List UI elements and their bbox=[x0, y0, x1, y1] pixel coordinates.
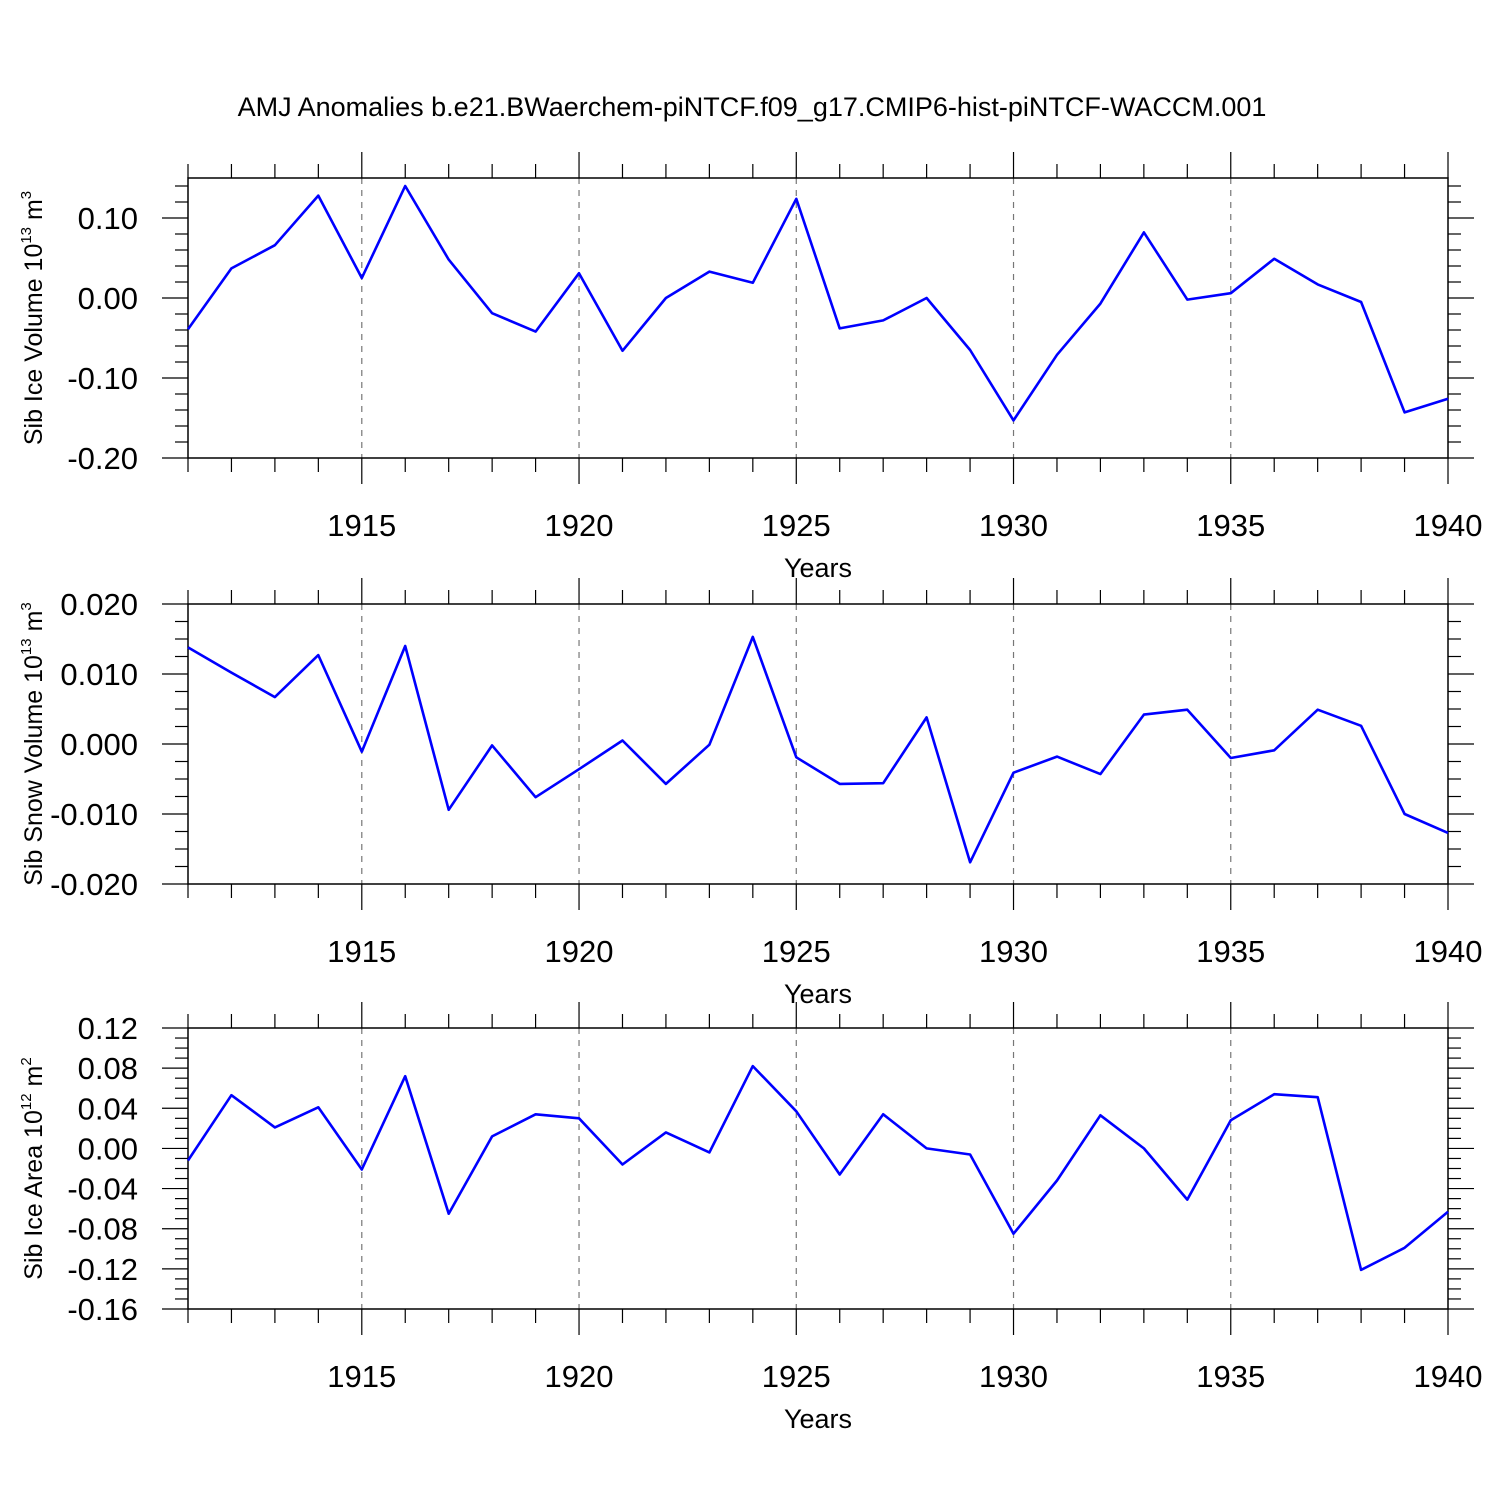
series-line bbox=[186, 1064, 1449, 1272]
y-tick-label: 0.010 bbox=[60, 657, 138, 692]
x-tick-label: 1920 bbox=[545, 934, 614, 969]
y-tick-label: -0.020 bbox=[50, 867, 138, 902]
x-tick-label: 1920 bbox=[545, 508, 614, 543]
panel-2: 1915 1920 1925 1930 1935 1940 Years 0.020 0.010 0… bbox=[18, 578, 1482, 1009]
y-tick-label: 0.000 bbox=[60, 727, 138, 762]
plot-frame bbox=[187, 177, 1449, 459]
x-tick-label: 1925 bbox=[762, 508, 831, 543]
x-tick-label: 1925 bbox=[762, 1359, 831, 1394]
y-tick-label: -0.12 bbox=[67, 1252, 138, 1287]
x-tick-label: 1930 bbox=[979, 1359, 1048, 1394]
y-tick-label: -0.16 bbox=[67, 1292, 138, 1327]
series-line bbox=[186, 184, 1449, 422]
x-tick-label: 1930 bbox=[979, 508, 1048, 543]
plot-frame bbox=[187, 603, 1449, 885]
y-tick-label: 0.020 bbox=[60, 587, 138, 622]
y-axis-label: Sib Snow Volume 1013 m3 bbox=[18, 602, 48, 886]
y-tick-label: -0.20 bbox=[67, 441, 138, 476]
x-tick-label: 1915 bbox=[327, 934, 396, 969]
y-tick-label: -0.010 bbox=[50, 797, 138, 832]
chart-title: AMJ Anomalies b.e21.BWaerchem-piNTCF.f09… bbox=[238, 92, 1267, 122]
x-tick-label: 1915 bbox=[327, 1359, 396, 1394]
y-tick-label: 0.00 bbox=[78, 281, 138, 316]
x-tick-label: 1935 bbox=[1196, 508, 1265, 543]
x-axis-label: Years bbox=[784, 979, 852, 1009]
y-tick-label: 0.08 bbox=[78, 1051, 138, 1086]
x-tick-label: 1930 bbox=[979, 934, 1048, 969]
y-axis-label: Sib Ice Volume 1013 m3 bbox=[18, 191, 48, 445]
y-tick-label: 0.00 bbox=[78, 1131, 138, 1166]
x-tick-label: 1935 bbox=[1196, 1359, 1265, 1394]
y-tick-label: 0.12 bbox=[78, 1011, 138, 1046]
y-tick-label: 0.04 bbox=[78, 1091, 138, 1126]
x-axis-label: Years bbox=[784, 553, 852, 583]
x-tick-label: 1920 bbox=[545, 1359, 614, 1394]
x-axis-label: Years bbox=[784, 1404, 852, 1434]
series-line bbox=[187, 635, 1449, 864]
plot-frame bbox=[187, 1027, 1449, 1310]
panel-3: 1915 1920 1925 1930 1935 1940 Years 0.12 0.08 0.0… bbox=[18, 1002, 1482, 1434]
x-tick-label: 1940 bbox=[1414, 934, 1483, 969]
y-tick-label: 0.10 bbox=[78, 201, 138, 236]
x-tick-label: 1940 bbox=[1414, 508, 1483, 543]
y-tick-label: -0.08 bbox=[67, 1212, 138, 1247]
x-tick-label: 1915 bbox=[327, 508, 396, 543]
x-tick-label: 1925 bbox=[762, 934, 831, 969]
x-tick-label: 1940 bbox=[1414, 1359, 1483, 1394]
y-tick-label: -0.04 bbox=[67, 1172, 138, 1207]
y-tick-label: -0.10 bbox=[67, 361, 138, 396]
panel-1: 1915 1920 1925 1930 1935 1940 Years 0.10 0.00 -0.… bbox=[18, 152, 1482, 583]
y-axis-label: Sib Ice Area 1012 m2 bbox=[18, 1057, 48, 1279]
x-tick-label: 1935 bbox=[1196, 934, 1265, 969]
